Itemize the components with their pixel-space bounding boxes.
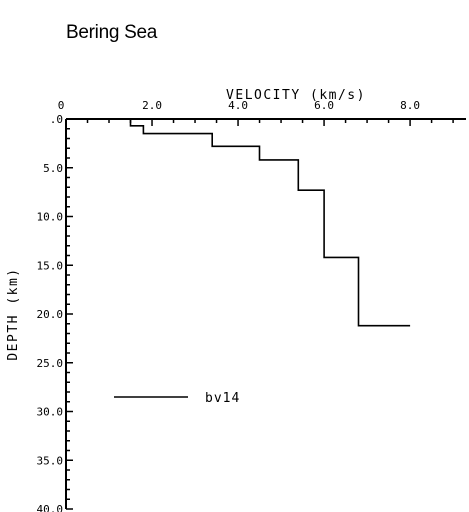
x-tick-label: 0 bbox=[58, 99, 65, 112]
series-layer bbox=[129, 119, 411, 327]
legend: bv14 bbox=[114, 391, 240, 406]
axes: 2.0 4.0 6.0 8.0 0.0 5.0 10.0 15.0 20.0 25.0 30.0 35… bbox=[6, 88, 466, 512]
y-tick-label: 35.0 bbox=[37, 454, 64, 467]
x-axis-title: VELOCITY (km/s) bbox=[226, 88, 366, 103]
x-tick-label: 6.0 bbox=[314, 99, 334, 112]
y-tick-label: 30.0 bbox=[37, 406, 64, 419]
y-tick-label: 40.0 bbox=[37, 503, 64, 512]
y-tick-label: 25.0 bbox=[37, 357, 64, 370]
y-tick-label: 5.0 bbox=[43, 162, 63, 175]
y-tick-label: 15.0 bbox=[37, 259, 64, 272]
y-tick-label: .0 bbox=[50, 113, 63, 126]
x-tick-label: 8.0 bbox=[400, 99, 420, 112]
y-tick-label: 20.0 bbox=[37, 308, 64, 321]
chart-title: Bering Sea bbox=[66, 22, 158, 43]
series-line-bv14 bbox=[129, 119, 411, 327]
legend-label: bv14 bbox=[205, 391, 240, 406]
x-tick-label: 4.0 bbox=[228, 99, 248, 112]
y-axis-title: DEPTH (km) bbox=[6, 267, 21, 360]
x-tick-label: 2.0 bbox=[142, 99, 162, 112]
y-tick-label: 10.0 bbox=[37, 211, 64, 224]
